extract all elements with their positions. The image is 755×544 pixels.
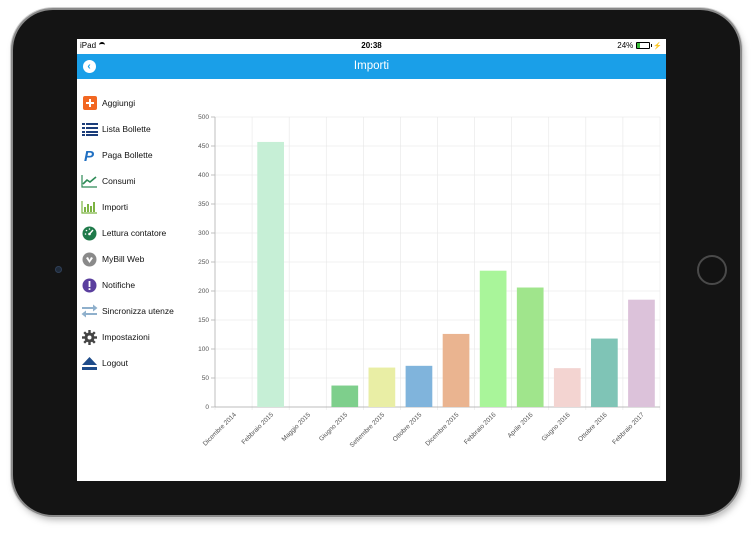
y-tick-label: 150 [198, 317, 209, 324]
bar-7[interactable] [479, 270, 507, 407]
menu-item-logout[interactable]: Logout [81, 354, 128, 372]
status-bar: iPad 20:38 24% ⚡ [77, 39, 666, 54]
menu-item-impostazioni[interactable]: Impostazioni [81, 328, 150, 346]
y-tick-label: 400 [198, 172, 209, 179]
wifi-icon [99, 42, 106, 49]
nav-bar: ‹ Importi [77, 54, 666, 79]
bar-chart-icon [81, 199, 98, 215]
x-tick-label: Febbraio 2015 [240, 411, 275, 446]
x-tick-label: Ottobre 2015 [392, 411, 424, 443]
menu-item-consumi[interactable]: Consumi [81, 172, 136, 190]
menu-label: Lettura contatore [102, 228, 167, 238]
y-tick-label: 50 [202, 375, 210, 382]
menu-item-notifiche[interactable]: Notifiche [81, 276, 135, 294]
back-button[interactable]: ‹ [83, 60, 96, 73]
page-title: Importi [353, 60, 390, 72]
bar-3[interactable] [331, 385, 359, 407]
menu-label: Logout [102, 358, 128, 368]
x-tick-label: Aprile 2016 [506, 411, 534, 439]
menu-item-sincronizza-utenze[interactable]: Sincronizza utenze [81, 302, 174, 320]
menu-item-aggiungi[interactable]: Aggiungi [81, 94, 135, 112]
x-tick-label: Febbraio 2017 [611, 411, 646, 446]
paypal-icon: P [81, 147, 98, 163]
bar-4[interactable] [368, 367, 396, 407]
gear-icon [81, 329, 98, 345]
y-tick-label: 500 [198, 114, 209, 121]
menu-item-lista-bollette[interactable]: Lista Bollette [81, 120, 151, 138]
menu-label: Importi [102, 202, 128, 212]
importi-chart: 0 50 100 150 200 250 300 350 400 450 500 Dicembre 2… [177, 109, 666, 481]
charging-icon: ⚡ [653, 42, 662, 50]
menu-label: Lista Bollette [102, 124, 151, 134]
carrier-label: iPad [80, 41, 97, 50]
x-tick-label: Giugno 2016 [540, 411, 572, 443]
app-screen: iPad 20:38 24% ⚡ ‹ Importi Aggiungi List… [77, 39, 666, 481]
svg-text:P: P [84, 148, 95, 163]
menu-item-mybill-web[interactable]: MyBill Web [81, 250, 144, 268]
menu-item-paga-bollette[interactable]: P Paga Bollette [81, 146, 153, 164]
x-tick-label: Dicembre 2014 [202, 411, 238, 447]
bar-9[interactable] [553, 368, 581, 407]
y-tick-label: 350 [198, 201, 209, 208]
menu-label: Aggiungi [102, 98, 136, 108]
bar-6[interactable] [442, 333, 470, 407]
line-chart-icon [81, 173, 98, 189]
y-tick-label: 450 [198, 143, 209, 150]
y-tick-label: 300 [198, 230, 209, 237]
menu-label: Notifiche [102, 280, 136, 290]
menu-item-importi[interactable]: Importi [81, 198, 128, 216]
y-tick-label: 0 [205, 404, 209, 411]
sync-arrows-icon [81, 303, 98, 319]
battery-icon [636, 42, 653, 49]
y-tick-label: 100 [198, 346, 209, 353]
battery-percent: 24% [617, 41, 634, 50]
x-tick-label: Maggio 2015 [281, 411, 313, 443]
carrier: iPad [80, 41, 106, 50]
bar-10[interactable] [591, 338, 618, 407]
bar-1[interactable] [257, 141, 284, 407]
menu-item-lettura-contatore[interactable]: Lettura contatore [81, 224, 166, 242]
front-camera [55, 266, 62, 273]
home-button[interactable] [697, 255, 727, 285]
exclamation-icon [81, 277, 98, 293]
chevron-left-icon: ‹ [87, 60, 91, 72]
bar-chart: 0 50 100 150 200 250 300 350 400 450 500 Dicembre 2… [198, 114, 661, 449]
battery-status: 24% ⚡ [617, 41, 662, 50]
clock: 20:38 [361, 41, 382, 50]
battery-fill [637, 43, 641, 48]
y-tick-label: 200 [198, 288, 209, 295]
menu-label: Impostazioni [102, 332, 150, 342]
plus-square-icon [81, 95, 98, 111]
menu-label: Paga Bollette [102, 150, 153, 160]
mybill-logo-icon [81, 251, 98, 267]
x-tick-label: Febbraio 2016 [463, 411, 498, 446]
x-tick-label: Settembre 2015 [349, 411, 387, 449]
list-icon [81, 121, 98, 137]
menu-label: MyBill Web [102, 254, 145, 264]
x-tick-label: Giugno 2015 [318, 411, 350, 443]
x-tick-label: Dicembre 2015 [424, 411, 460, 447]
bar-8[interactable] [516, 287, 544, 407]
menu-label: Consumi [102, 176, 136, 186]
menu-label: Sincronizza utenze [102, 306, 174, 316]
gauge-icon [81, 225, 98, 241]
x-tick-label: Ottobre 2016 [577, 411, 609, 443]
bar-5[interactable] [405, 365, 433, 407]
eject-icon [81, 355, 98, 371]
bar-11[interactable] [628, 299, 655, 407]
y-tick-label: 250 [198, 259, 209, 266]
